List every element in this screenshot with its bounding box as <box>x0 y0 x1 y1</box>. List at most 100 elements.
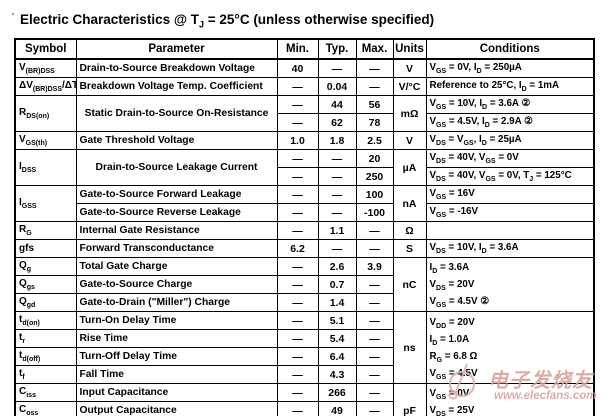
typ-cell: — <box>317 239 357 258</box>
parameter-cell: Total Gate Charge <box>75 257 278 276</box>
max-cell: — <box>355 275 394 294</box>
table-row: Coss Output Capacitance — 49 — <box>14 401 594 416</box>
conditions-cell: VGS = 0V, ID = 250µA <box>425 58 595 78</box>
max-cell: 20 <box>355 149 394 168</box>
symbol-cell: IGSS <box>14 185 77 222</box>
typ-cell: — <box>317 185 357 204</box>
table-row: — — 250 VDS = 40V, VGS = 0V, TJ = 125°C <box>15 167 595 186</box>
parameter-cell: Drain-to-Source Leakage Current <box>75 149 278 186</box>
max-cell: — <box>355 401 394 416</box>
table-row: VGS(th) Gate Threshold Voltage 1.0 1.8 2… <box>14 131 595 150</box>
table-row: Qgs Gate-to-Source Charge — 0.7 — <box>14 275 594 294</box>
symbol-cell: Ciss <box>14 383 77 402</box>
units-cell: µA <box>392 149 427 186</box>
symbol-cell: tr <box>14 329 77 348</box>
min-cell: — <box>276 401 319 416</box>
parameter-cell: Fall Time <box>75 365 278 384</box>
max-cell: — <box>355 329 394 348</box>
max-cell: 78 <box>355 113 394 132</box>
symbol-cell: td(on) <box>14 311 77 330</box>
parameter-cell: Rise Time <box>75 329 278 348</box>
table-row: ΔV(BR)DSS/ΔTJ Breakdown Voltage Temp. Co… <box>14 77 595 96</box>
table-row: — 62 78 VGS = 4.5V, ID = 2.9A ② <box>15 113 595 132</box>
units-cell: pF <box>392 383 427 416</box>
min-cell: — <box>276 203 319 222</box>
min-cell: — <box>276 149 319 168</box>
min-cell: — <box>276 113 319 132</box>
condition-line: VDD = 20V <box>429 316 475 330</box>
typ-cell: — <box>317 58 357 78</box>
max-cell: — <box>355 77 394 96</box>
conditions-cell: VDD = 20V ID = 1.0A RG = 6.8 Ω VGS = 4.5… <box>425 311 595 384</box>
typ-cell: 5.1 <box>317 311 357 330</box>
min-cell: — <box>276 221 319 240</box>
min-cell: 40 <box>276 58 319 78</box>
units-cell: V <box>392 131 427 150</box>
typ-cell: — <box>317 149 357 168</box>
min-cell: — <box>276 383 319 402</box>
units-cell: ns <box>392 311 427 384</box>
units-cell: V/°C <box>392 77 427 96</box>
max-cell: — <box>355 347 394 366</box>
max-cell: 250 <box>355 167 394 186</box>
typ-cell: 1.1 <box>317 221 357 240</box>
min-cell: — <box>276 95 319 114</box>
table-row: V(BR)DSS Drain-to-Source Breakdown Volta… <box>14 58 595 78</box>
symbol-cell: Coss <box>14 401 77 416</box>
max-cell: 56 <box>355 95 394 114</box>
typ-cell: 4.3 <box>317 365 357 384</box>
max-cell: — <box>355 383 394 402</box>
parameter-cell: Gate-to-Drain ("Miller") Charge <box>75 293 278 312</box>
conditions-cell: VGS = 0V VDS = 25V f = 1.0MHz <box>425 383 595 416</box>
table-row: Gate-to-Source Reverse Leakage — — -100 … <box>15 203 595 222</box>
max-cell: 3.9 <box>355 257 394 276</box>
parameter-cell: Breakdown Voltage Temp. Coefficient <box>75 77 278 96</box>
typ-cell: 1.8 <box>317 131 357 150</box>
electric-characteristics-table: Symbol Parameter Min. Typ. Max. Units Co… <box>14 38 595 416</box>
conditions-cell <box>425 221 595 240</box>
col-header-max: Max. <box>355 38 394 60</box>
table-row: gfs Forward Transconductance 6.2 — — S V… <box>14 239 595 258</box>
conditions-cell: VGS = 4.5V, ID = 2.9A ② <box>425 113 595 132</box>
condition-line: ID = 3.6A <box>429 262 470 275</box>
conditions-cell: ID = 3.6A VDS = 20V VGS = 4.5V ② <box>425 257 595 312</box>
min-cell: — <box>276 275 319 294</box>
table-row: Ciss Input Capacitance — 266 — pF VGS = … <box>14 383 595 416</box>
col-header-min: Min. <box>276 38 319 60</box>
max-cell: 2.5 <box>355 131 394 150</box>
typ-cell: 2.6 <box>317 257 357 276</box>
units-cell: nC <box>392 257 427 312</box>
col-header-symbol: Symbol <box>14 38 77 60</box>
conditions-cell: VGS = 10V, ID = 3.6A ② <box>425 95 595 114</box>
min-cell: — <box>276 329 319 348</box>
parameter-cell: Gate-to-Source Forward Leakage <box>75 185 278 204</box>
min-cell: — <box>276 257 319 276</box>
section-title: Electric Characteristics @ TJ = 25°C (un… <box>20 12 435 30</box>
max-cell: — <box>355 311 394 330</box>
min-cell: 1.0 <box>276 131 319 150</box>
table-row: RG Internal Gate Resistance — 1.1 — Ω <box>14 221 595 240</box>
symbol-cell: ΔV(BR)DSS/ΔTJ <box>14 77 77 96</box>
condition-line: VGS = 0V <box>429 388 470 401</box>
condition-line: VGS = 4.5V ② <box>429 296 490 309</box>
table-row: Qg Total Gate Charge — 2.6 3.9 nC ID = 3… <box>14 257 595 312</box>
table-row: IGSS Gate-to-Source Forward Leakage — — … <box>14 185 595 222</box>
symbol-cell: RDS(on) <box>14 95 77 132</box>
condition-line: VDS = 20V <box>429 279 475 292</box>
parameter-cell: Gate-to-Source Charge <box>75 275 278 294</box>
typ-cell: 49 <box>317 401 357 416</box>
typ-cell: 0.7 <box>317 275 357 294</box>
symbol-cell: tf <box>14 365 77 384</box>
min-cell: 6.2 <box>276 239 319 258</box>
symbol-cell: RG <box>14 221 77 240</box>
condition-line: ID = 1.0A <box>429 333 470 347</box>
max-cell: -100 <box>355 203 394 222</box>
typ-cell: 6.4 <box>317 347 357 366</box>
col-header-parameter: Parameter <box>75 38 278 60</box>
conditions-cell: Reference to 25°C, ID = 1mA <box>425 77 595 96</box>
table-row: tf Fall Time — 4.3 — <box>14 365 594 384</box>
conditions-cell: VDS = VGS, ID = 25µA <box>425 131 595 150</box>
min-cell: — <box>276 365 319 384</box>
parameter-cell: Gate-to-Source Reverse Leakage <box>75 203 278 222</box>
